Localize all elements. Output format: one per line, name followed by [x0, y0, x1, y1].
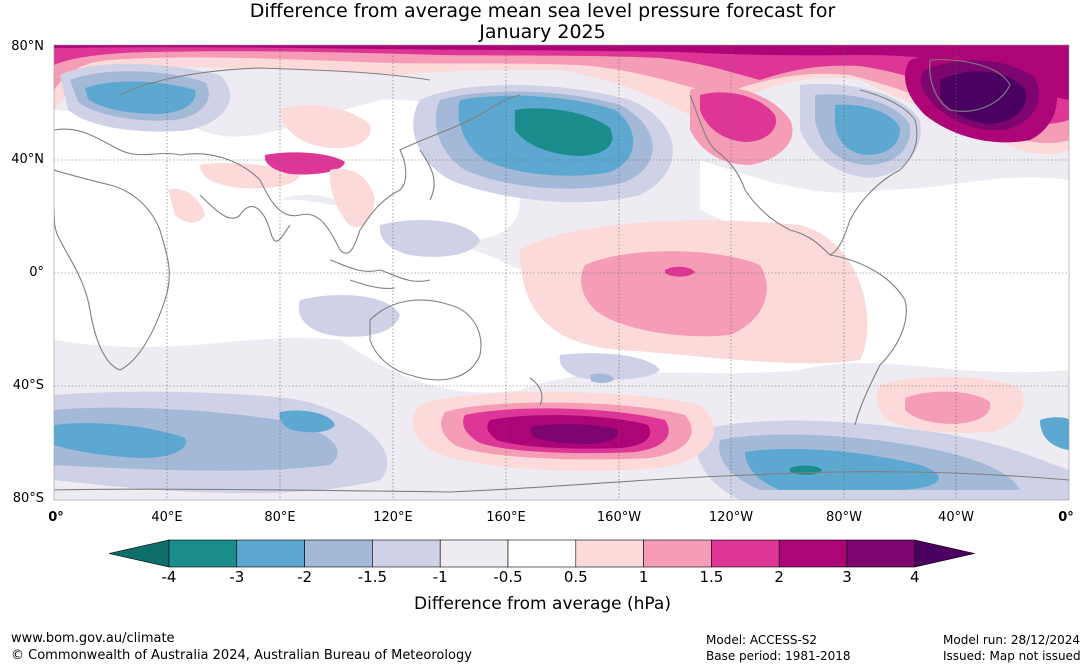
colorbar-tick-label: 0.5 [563, 568, 588, 586]
colorbar-segment [507, 539, 577, 568]
colorbar-tick-label: -4 [161, 568, 177, 586]
lon-label-40w: 40°W [938, 510, 974, 525]
colorbar-segment [711, 539, 780, 568]
colorbar-tick-label: -3 [229, 568, 245, 586]
colorbar-segment [168, 539, 238, 568]
lat-label-equator: 0° [29, 265, 44, 280]
colorbar-segment [372, 539, 441, 568]
lat-label-80n: 80°N [11, 39, 44, 54]
lon-label-0-right: 0° [1058, 510, 1074, 525]
model-name: Model: ACCESS-S2 [706, 633, 818, 647]
colorbar-tick-label: 2 [774, 568, 784, 586]
colorbar-segment [236, 539, 305, 568]
colorbar-tick-label: -2 [297, 568, 313, 586]
lat-label-40n: 40°N [11, 152, 44, 167]
colorbar-tick-label: 4 [910, 568, 920, 586]
model-run-date: Model run: 28/12/2024 [943, 633, 1081, 647]
colorbar-tick-label: -1 [432, 568, 448, 586]
lon-label-160w: 160°W [596, 510, 642, 525]
colorbar-segment [643, 539, 712, 568]
lon-label-80w: 80°W [826, 510, 862, 525]
colorbar-tick-label: -0.5 [493, 568, 523, 586]
lon-label-0-left: 0° [48, 510, 64, 525]
lon-label-160e: 160°E [486, 510, 526, 525]
colorbar-under-arrow [108, 539, 170, 568]
chart-title-line-1: Difference from average mean sea level p… [249, 0, 836, 22]
colorbar-segment [846, 539, 916, 568]
lon-label-40e: 40°E [151, 510, 183, 525]
colorbar-tick-label: 3 [842, 568, 852, 586]
issued-status: Issued: Map not issued [943, 649, 1081, 663]
copyright-text: © Commonwealth of Australia 2024, Austra… [11, 648, 472, 663]
lon-label-120w: 120°W [708, 510, 754, 525]
colorbar-segment [439, 539, 509, 568]
lat-label-80s: 80°S [12, 491, 44, 506]
colorbar-segment [778, 539, 848, 568]
source-url: www.bom.gov.au/climate [11, 631, 175, 646]
base-period: Base period: 1981-2018 [706, 649, 851, 663]
chart-title-line-2: January 2025 [479, 21, 606, 43]
lat-label-40s: 40°S [12, 378, 44, 393]
colorbar-segment [304, 539, 373, 568]
lon-label-120e: 120°E [373, 510, 413, 525]
colorbar-tick-label: 1 [638, 568, 649, 586]
colorbar-over-arrow [914, 539, 975, 568]
lon-label-80e: 80°E [264, 510, 296, 525]
colorbar-title: Difference from average (hPa) [414, 594, 671, 614]
colorbar-tick-label: 1.5 [699, 568, 724, 586]
colorbar-tick-label: -1.5 [357, 568, 388, 586]
colorbar-segment [575, 539, 644, 568]
